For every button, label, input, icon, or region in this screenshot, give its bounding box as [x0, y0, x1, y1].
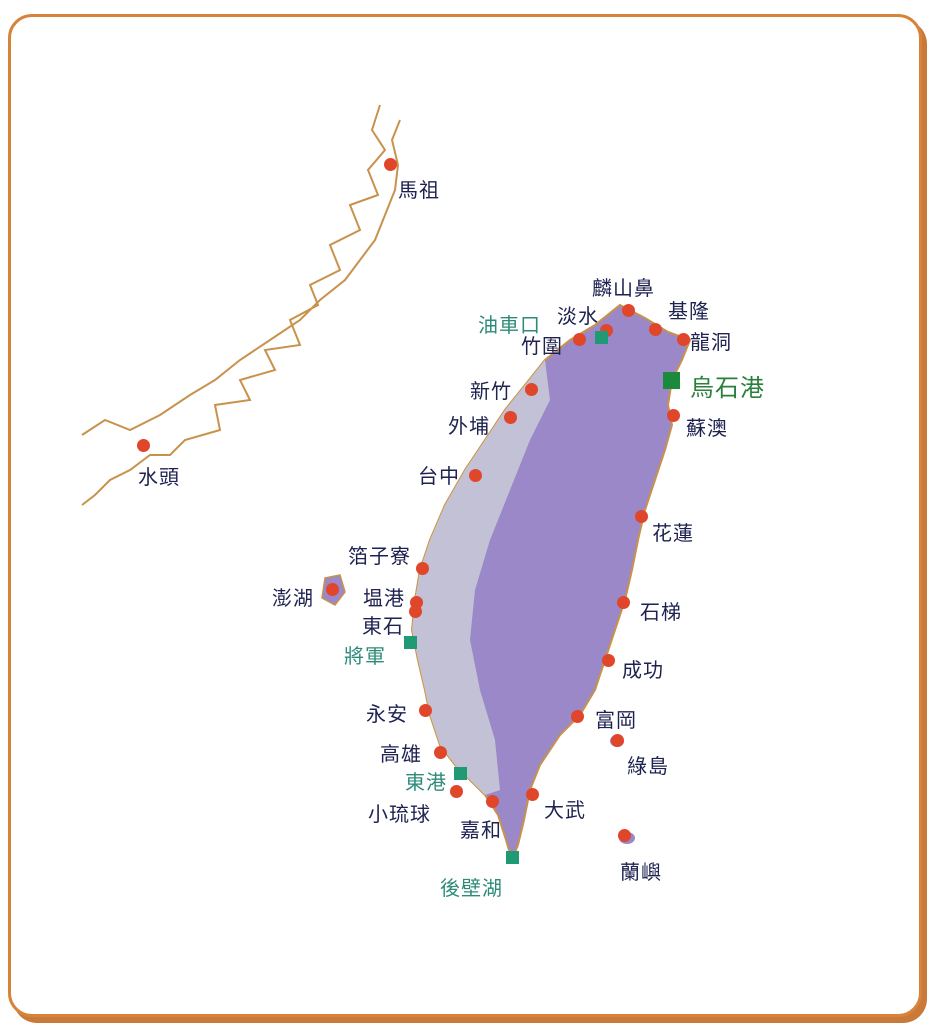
- label-donggang: 東港: [405, 770, 447, 794]
- port-marker-waipu[interactable]: [504, 411, 517, 424]
- label-shuitou: 水頭: [138, 465, 180, 489]
- port-marker-linshanbi[interactable]: [622, 304, 635, 317]
- label-linshanbi: 麟山鼻: [592, 276, 655, 300]
- label-jiahe: 嘉和: [460, 818, 502, 842]
- west-plain: [412, 360, 550, 795]
- port-marker-youchekou[interactable]: [595, 331, 608, 344]
- label-xiaoliuqiu: 小琉球: [368, 802, 431, 826]
- label-danshui: 淡水: [557, 304, 599, 328]
- port-marker-longdong[interactable]: [677, 333, 690, 346]
- port-marker-keelung[interactable]: [649, 323, 662, 336]
- port-marker-penghu[interactable]: [326, 583, 339, 596]
- port-marker-dawu[interactable]: [526, 788, 539, 801]
- label-hualian: 花蓮: [652, 521, 694, 545]
- port-marker-shiti[interactable]: [617, 596, 630, 609]
- label-jiangjun: 將軍: [344, 644, 386, 668]
- port-marker-fugang[interactable]: [571, 710, 584, 723]
- port-marker-chenggong[interactable]: [602, 654, 615, 667]
- port-marker-houbihu[interactable]: [506, 851, 519, 864]
- label-youchekou: 油車口: [478, 313, 541, 337]
- mainland-coastline: [81, 104, 401, 506]
- port-marker-jiahe[interactable]: [486, 795, 499, 808]
- label-fugang: 富岡: [595, 708, 637, 732]
- label-penghu: 澎湖: [272, 586, 314, 610]
- label-houbihu: 後壁湖: [440, 876, 503, 900]
- label-lanyu: 蘭嶼: [620, 860, 662, 884]
- port-marker-xinzhu[interactable]: [525, 383, 538, 396]
- label-chenggong: 成功: [622, 658, 664, 682]
- label-zhuwei: 竹圍: [521, 334, 563, 358]
- label-mazu: 馬祖: [398, 178, 440, 202]
- label-ludao: 綠島: [627, 754, 669, 778]
- label-wushi: 烏石港: [690, 374, 765, 402]
- port-marker-taizhong[interactable]: [469, 469, 482, 482]
- port-marker-hualian[interactable]: [635, 510, 648, 523]
- label-taizhong: 台中: [418, 464, 460, 488]
- label-gaoxiong: 高雄: [380, 742, 422, 766]
- port-marker-wushi[interactable]: [663, 372, 680, 389]
- port-marker-jiangjun[interactable]: [404, 636, 417, 649]
- label-xinzhu: 新竹: [470, 379, 512, 403]
- port-marker-gaoxiong[interactable]: [434, 746, 447, 759]
- port-marker-xiaoliuqiu[interactable]: [450, 785, 463, 798]
- label-yongan: 永安: [366, 702, 408, 726]
- port-marker-donggang[interactable]: [454, 767, 467, 780]
- port-marker-ludao[interactable]: [611, 734, 624, 747]
- label-dongshi: 東石: [362, 614, 404, 638]
- port-marker-shuitou[interactable]: [137, 439, 150, 452]
- port-marker-zhuwei[interactable]: [573, 333, 586, 346]
- port-marker-yongan[interactable]: [419, 704, 432, 717]
- port-marker-dongshi[interactable]: [409, 605, 422, 618]
- port-marker-lanyu[interactable]: [618, 829, 631, 842]
- label-ziliao: 箔子寮: [348, 544, 411, 568]
- label-keelung: 基隆: [668, 299, 710, 323]
- label-waipu: 外埔: [448, 414, 490, 438]
- label-shiti: 石梯: [640, 600, 682, 624]
- port-marker-mazu[interactable]: [384, 158, 397, 171]
- label-dawu: 大武: [544, 798, 586, 822]
- label-bogang: 塭港: [363, 586, 405, 610]
- label-longdong: 龍洞: [690, 330, 732, 354]
- label-suao: 蘇澳: [686, 416, 728, 440]
- port-marker-suao[interactable]: [667, 409, 680, 422]
- port-marker-ziliao[interactable]: [416, 562, 429, 575]
